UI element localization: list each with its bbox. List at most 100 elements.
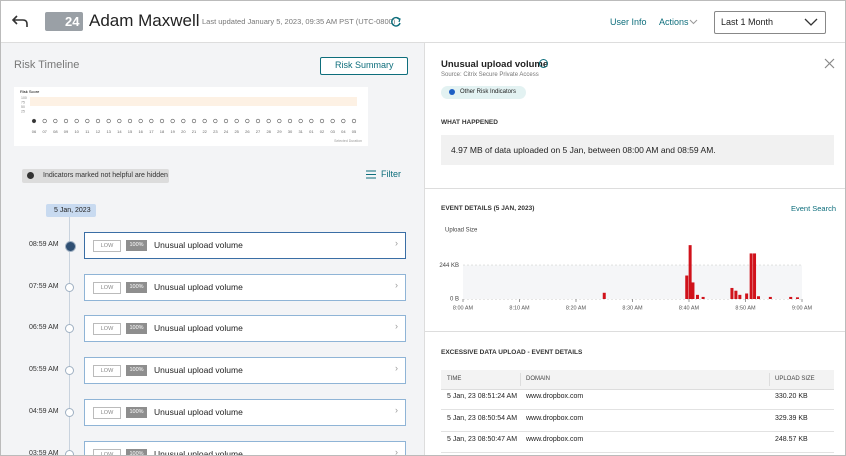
column-header[interactable]: DOMAIN [526, 376, 550, 382]
x-tick-label: 8:00 AM [453, 305, 474, 311]
filter-button[interactable]: Filter [381, 169, 401, 179]
bar [734, 290, 738, 299]
x-label: 06 [32, 129, 37, 134]
day-node [245, 118, 250, 124]
bar [602, 292, 606, 299]
day-node [287, 118, 293, 124]
day-node [223, 118, 229, 124]
button-label: Risk Summary [335, 60, 394, 70]
column-header[interactable]: TIME [447, 376, 462, 382]
x-label: 12 [96, 129, 101, 134]
panel-title: Risk Timeline [14, 59, 80, 71]
day-node [95, 118, 101, 124]
x-label: 25 [234, 129, 239, 134]
column-header[interactable]: UPLOAD SIZE [775, 376, 815, 382]
level-tag: LOW [93, 240, 121, 252]
confidence-tag: 100% [126, 281, 147, 293]
chevron: › [395, 404, 398, 415]
risk-summary-button[interactable] [320, 57, 408, 75]
level-tag: LOW [93, 406, 121, 419]
notice-text: Indicators marked not helpful are hidden [43, 172, 168, 179]
day-node [255, 118, 261, 124]
time-range-value: Last 1 Month [721, 17, 774, 27]
event-card[interactable] [84, 440, 406, 455]
user-info-link[interactable]: User Info [610, 17, 647, 27]
table-cell: 329.39 KB [775, 414, 808, 422]
table-cell: 330.20 KB [775, 393, 808, 400]
chevron [804, 18, 818, 26]
table-header [441, 370, 834, 390]
tag [441, 86, 526, 99]
chevron: › [395, 446, 398, 456]
y-label: 25 [21, 109, 25, 113]
detail-title: Unusual upload volume [441, 59, 549, 70]
event-search-link[interactable]: Event Search [791, 204, 837, 213]
event-title: Unusual upload volume [154, 240, 243, 250]
x-tick-label: 8:10 AM [509, 305, 530, 311]
x-label: 08 [53, 129, 58, 134]
table-cell: www.dropbox.com [526, 414, 584, 422]
day-node [159, 118, 165, 124]
bar [701, 296, 705, 299]
user-badge [45, 12, 83, 31]
info-icon [27, 172, 34, 179]
confidence-tag: 100% [126, 240, 147, 251]
x-label: 05 [352, 129, 357, 134]
time-range-dropdown[interactable] [714, 11, 826, 34]
x-label: 15 [128, 129, 133, 134]
x-label: 16 [138, 129, 143, 134]
confidence-tag: 100% [126, 448, 147, 455]
event-title: Unusual upload volume [154, 365, 243, 376]
filter-icon[interactable] [365, 169, 377, 180]
x-label: 11 [85, 129, 90, 134]
x-label: 22 [202, 129, 207, 134]
source: Source: Citrix Secure Private Access [441, 72, 539, 78]
row-divider [441, 409, 834, 410]
y-tick-label: 0 B [450, 297, 459, 303]
event-time: 06:59 AM [29, 324, 59, 332]
x-label: 07 [42, 129, 47, 134]
x-tick-label: 9:00 AM [792, 305, 813, 311]
x-label: 21 [192, 129, 197, 134]
back-button[interactable] [11, 13, 29, 29]
bar [745, 293, 749, 299]
table-cell: 5 Jan, 23 08:50:54 AM [447, 414, 518, 422]
x-label: 10 [74, 129, 79, 134]
x-label: 29 [277, 129, 282, 134]
day-node [234, 118, 239, 124]
chevron: › [395, 363, 398, 374]
x-label: 02 [320, 129, 325, 134]
day-node [202, 118, 207, 124]
x-tick-label: 8:20 AM [566, 305, 587, 311]
close-button[interactable] [824, 58, 835, 69]
x-label: 01 [309, 129, 314, 134]
x-label: 23 [213, 129, 218, 134]
day-node [191, 118, 197, 124]
confidence-tag: 100% [126, 323, 147, 335]
last-updated: Last updated January 5, 2023, 09:35 AM P… [202, 17, 396, 26]
x-tick-label: 8:50 AM [735, 305, 756, 311]
y-title: Risk Score [20, 89, 40, 94]
summary-text: 4.97 MB of data uploaded on 5 Jan, betwe… [451, 145, 716, 155]
upload-chart: Upload Size 0 B 244 KB 8:00 AM 8:10 AM 8:20 A… [439, 228, 813, 312]
event-card[interactable] [84, 357, 406, 385]
day-node [74, 118, 79, 124]
summary-box [441, 135, 834, 165]
bar [768, 296, 772, 299]
x-label: 28 [266, 129, 271, 134]
section-title: EXCESSIVE DATA UPLOAD - EVENT DETAILS [441, 349, 583, 356]
x-label: 24 [224, 129, 229, 134]
bar [688, 245, 692, 299]
bar [756, 296, 760, 299]
row-divider [441, 430, 834, 432]
actions-menu[interactable]: Actions [659, 17, 689, 27]
day-node [106, 118, 111, 124]
event-title: Unusual upload volume [154, 323, 243, 334]
confidence-tag: 100% [126, 365, 147, 377]
x-tick-label: 8:30 AM [622, 305, 643, 311]
refresh-button[interactable] [390, 16, 402, 28]
day-node [298, 118, 303, 124]
info-icon[interactable] [539, 59, 548, 68]
x-tick-label: 8:40 AM [679, 305, 700, 311]
table-cell: www.dropbox.com [526, 436, 584, 443]
